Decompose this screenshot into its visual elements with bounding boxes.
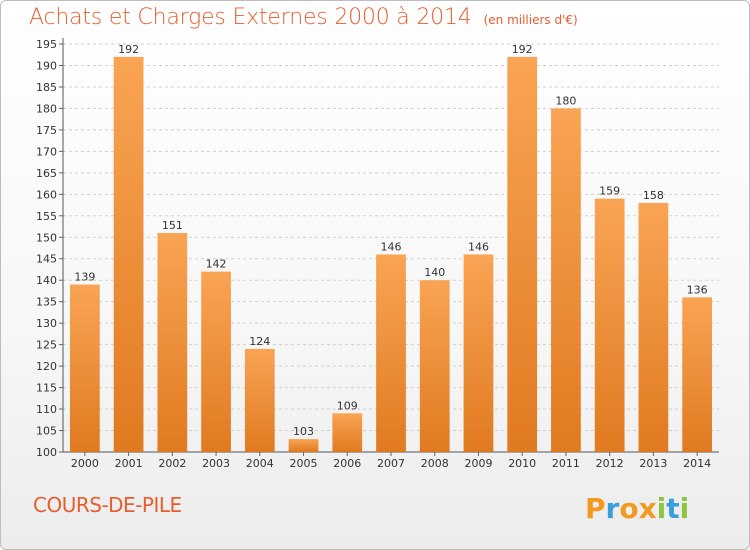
bar [682,297,713,452]
y-tick-label: 140 [36,274,57,287]
data-labels: 139 192 151 142 124 103 109 146 140 146 192 180 159 1… [74,43,707,438]
bar-value-label: 151 [162,219,183,232]
x-tick-label: 2010 [508,457,536,470]
y-tick-label: 115 [36,382,57,395]
y-tick-label: 175 [36,124,57,137]
y-tick-label: 130 [36,317,57,330]
bar-value-label: 180 [555,94,576,107]
x-tick-label: 2005 [290,457,318,470]
bar [376,254,406,452]
y-tick-label: 170 [36,145,57,158]
bar-value-label: 139 [74,271,95,284]
bar-value-label: 124 [249,335,270,348]
y-tick-label: 190 [36,59,57,72]
svg-text:Proxiti: Proxiti [585,492,689,525]
chart-subtitle: (en milliers d'€) [483,13,578,27]
bar-value-label: 142 [206,258,227,271]
bar [288,439,319,452]
x-tick-label: 2009 [464,457,492,470]
proxiti-logo-icon: Proxiti [585,492,689,525]
y-tick-label: 195 [36,38,57,51]
x-tick-label: 2013 [639,457,667,470]
y-tick-label: 110 [36,403,57,416]
x-tick-label: 2002 [158,457,186,470]
x-tick-label: 2000 [71,457,99,470]
bar-value-label: 192 [512,43,533,56]
bar-value-label: 140 [424,266,445,279]
y-tick-label: 185 [36,81,57,94]
y-tick-label: 150 [36,231,57,244]
bar [201,271,231,452]
bar-value-label: 192 [118,43,139,56]
x-tick-label: 2001 [115,457,143,470]
bar [157,232,188,452]
chart-title: Achats et Charges Externes 2000 à 2014 [29,5,472,30]
x-tick-label: 2011 [552,457,580,470]
bar [69,284,100,452]
y-tick-label: 120 [36,360,57,373]
bar [419,280,450,452]
bar-value-label: 103 [293,425,314,438]
x-tick-label: 2007 [377,457,405,470]
y-tick-label: 165 [36,167,57,180]
y-tick-label: 135 [36,296,57,309]
bar-value-label: 146 [381,240,402,253]
x-tick-label: 2012 [596,457,624,470]
x-tick-label: 2014 [683,457,711,470]
x-tick-label: 2008 [421,457,449,470]
y-tick-label: 125 [36,339,57,352]
bar [638,202,669,452]
bar [551,108,581,452]
bar [244,348,275,452]
bar [507,56,538,452]
x-tick-label: 2006 [333,457,361,470]
y-tick-label: 180 [36,102,57,115]
chart-title-group: Achats et Charges Externes 2000 à 2014 (… [29,5,578,37]
proxiti-logo[interactable]: Proxiti [583,487,693,527]
bars [69,56,713,452]
y-tick-label: 100 [36,446,57,459]
x-tick-label: 2003 [202,457,230,470]
y-tick-label: 155 [36,210,57,223]
bar-value-label: 136 [687,283,708,296]
bar [332,413,363,452]
bar [594,198,625,452]
y-tick-label: 105 [36,425,57,438]
y-tick-label: 145 [36,253,57,266]
bar-value-label: 109 [337,399,358,412]
bar-value-label: 158 [643,189,664,202]
bar [463,254,494,452]
bar-value-label: 146 [468,240,489,253]
bar [113,56,144,452]
x-tick-label: 2004 [246,457,274,470]
city-name: COURS-DE-PILE [33,493,182,517]
y-tick-label: 160 [36,188,57,201]
bar-value-label: 159 [599,185,620,198]
